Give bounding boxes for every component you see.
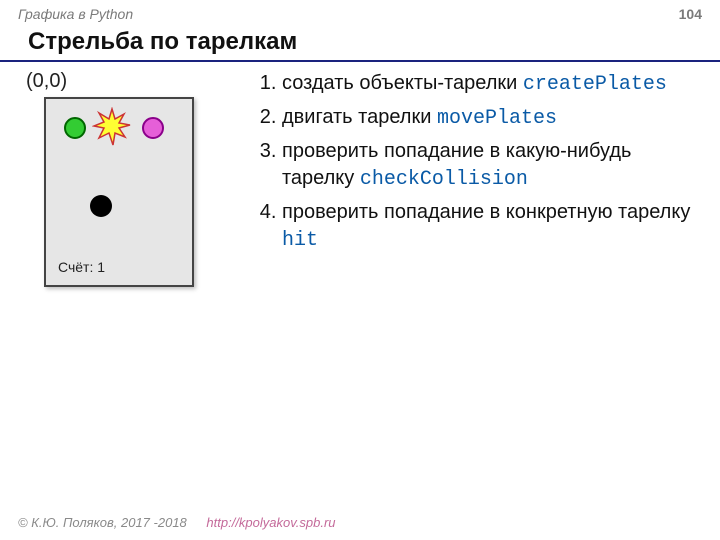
step-code: hit — [282, 229, 318, 252]
header-subject: Графика в Python — [18, 6, 133, 22]
game-box: Счёт: 1 — [44, 97, 194, 287]
page-title: Стрельба по тарелкам — [0, 24, 720, 62]
step-code: movePlates — [437, 107, 557, 130]
right-column: создать объекты-тарелки createPlates дви… — [240, 70, 700, 509]
list-item: проверить попадание в какую-нибудь тарел… — [282, 138, 700, 193]
list-item: проверить попадание в конкретную тарелку… — [282, 199, 700, 254]
plate-pink-icon — [142, 117, 164, 139]
list-item: создать объекты-тарелки createPlates — [282, 70, 700, 98]
step-code: createPlates — [523, 73, 667, 96]
origin-label: (0,0) — [26, 70, 67, 93]
body: (0,0) Счёт: 1 создать объекты-тарелки cr… — [0, 62, 720, 509]
score-label: Счёт: 1 — [58, 259, 105, 275]
slide: Графика в Python 104 Стрельба по тарелка… — [0, 0, 720, 540]
burst-icon — [92, 107, 132, 147]
left-column: (0,0) Счёт: 1 — [20, 70, 240, 509]
footer-url: http://kpolyakov.spb.ru — [206, 515, 335, 530]
step-text: создать объекты-тарелки — [282, 72, 517, 94]
footer-copyright: © К.Ю. Поляков, 2017 -2018 — [18, 515, 187, 530]
step-code: checkCollision — [360, 168, 528, 191]
list-item: двигать тарелки movePlates — [282, 104, 700, 132]
step-text: проверить попадание в конкретную тарелку — [282, 201, 690, 223]
step-text: двигать тарелки — [282, 106, 431, 128]
footer: © К.Ю. Поляков, 2017 -2018 http://kpolya… — [0, 509, 720, 540]
page-number: 104 — [679, 6, 702, 22]
steps-list: создать объекты-тарелки createPlates дви… — [252, 70, 700, 254]
plate-black-icon — [90, 195, 112, 217]
plate-green-icon — [64, 117, 86, 139]
header: Графика в Python 104 — [0, 0, 720, 24]
